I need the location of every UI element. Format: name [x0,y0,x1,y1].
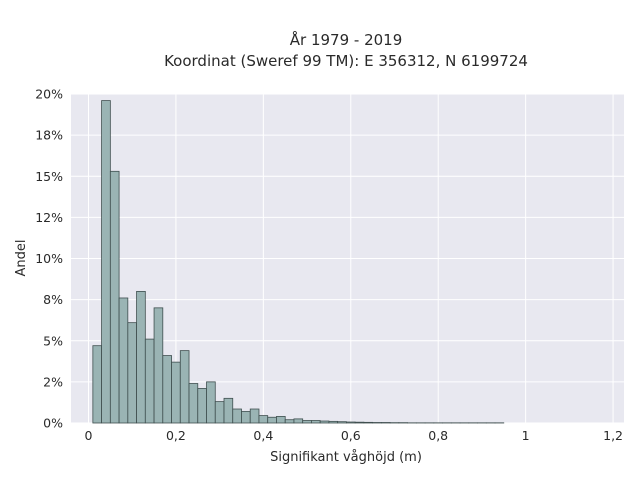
y-tick-labels: 0% 2% 5% 8% 10% 12% 15% 18% 20% [35,87,63,431]
histogram-bar [249,408,260,424]
histogram-bar [267,416,277,424]
histogram-bar [319,420,330,424]
histogram-bar [302,420,312,424]
y-tick-label: 18% [35,128,63,143]
histogram-bar [92,345,103,424]
histogram-bar [127,322,137,424]
y-tick-label: 10% [35,251,63,266]
x-tick-label: 1,2 [603,428,623,443]
chart-title-line2: Koordinat (Sweref 99 TM): E 356312, N 61… [164,52,528,70]
x-tick-label: 0,2 [166,428,186,443]
histogram-bar [363,421,374,424]
histogram-bar [101,100,111,424]
chart-title-line1: År 1979 - 2019 [290,30,403,49]
histogram-bar [258,415,269,424]
histogram-bar [109,170,120,424]
histogram-bar [241,411,251,424]
histogram-bar [346,421,356,424]
histogram-bar [179,350,190,424]
histogram-bar [144,338,155,424]
histogram-bar [206,381,216,424]
histogram-bar [118,297,129,424]
x-tick-labels: 0 0,2 0,4 0,6 0,8 1 1,2 [85,428,624,443]
histogram-bar [171,361,181,424]
y-tick-label: 0% [43,416,63,431]
y-tick-label: 20% [35,87,63,102]
x-axis-label: Signifikant våghöjd (m) [270,450,422,465]
histogram-bar [197,388,207,424]
histogram-bar [293,418,304,424]
histogram-bars [92,100,505,424]
y-axis-label: Andel [14,240,29,277]
histogram-bar [136,290,146,424]
histogram-bar [232,408,242,424]
x-tick-label: 0,6 [341,428,361,443]
histogram-bar [284,419,295,424]
y-tick-label: 12% [35,210,63,225]
histogram-bar [337,421,347,424]
x-tick-label: 1 [522,428,530,443]
y-tick-label: 8% [43,292,63,307]
histogram-bar [162,355,172,424]
histogram-bar [188,383,199,424]
histogram-bar [328,420,339,424]
histogram-bar [354,421,365,424]
x-tick-label: 0,4 [253,428,273,443]
x-tick-label: 0,8 [428,428,448,443]
histogram-bar [311,420,321,424]
histogram-bar [223,397,234,424]
y-tick-label: 2% [43,374,63,389]
histogram-bar [276,416,286,424]
histogram-bar [153,307,164,424]
y-tick-label: 15% [35,169,63,184]
y-tick-label: 5% [43,333,63,348]
histogram-bar [214,401,225,424]
x-tick-label: 0 [85,428,93,443]
